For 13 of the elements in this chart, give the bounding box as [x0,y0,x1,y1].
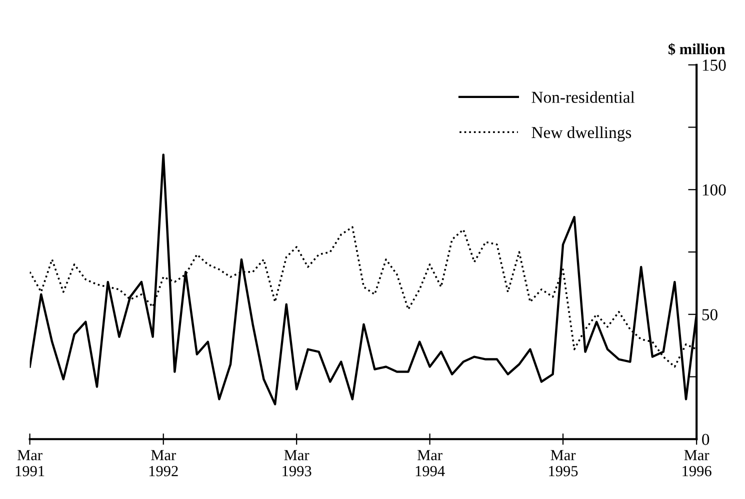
x-tick-label: Mar 1992 [149,450,178,476]
x-tick-label: Mar 1993 [282,450,312,476]
y-tick-label: 50 [702,309,718,320]
y-tick-label: 0 [702,434,710,446]
y-axis-title: $ million [668,43,725,56]
legend-label: New dwellings [532,126,632,142]
legend-label: Non-residential [532,91,635,103]
y-tick-label: 100 [702,184,726,196]
x-tick-label: Mar 1994 [416,450,445,476]
x-tick-label: Mar 1996 [682,450,712,476]
x-tick-label: Mar 1991 [16,450,44,476]
x-tick-label: Mar 1995 [549,450,578,476]
y-tick-label: 150 [702,60,726,71]
